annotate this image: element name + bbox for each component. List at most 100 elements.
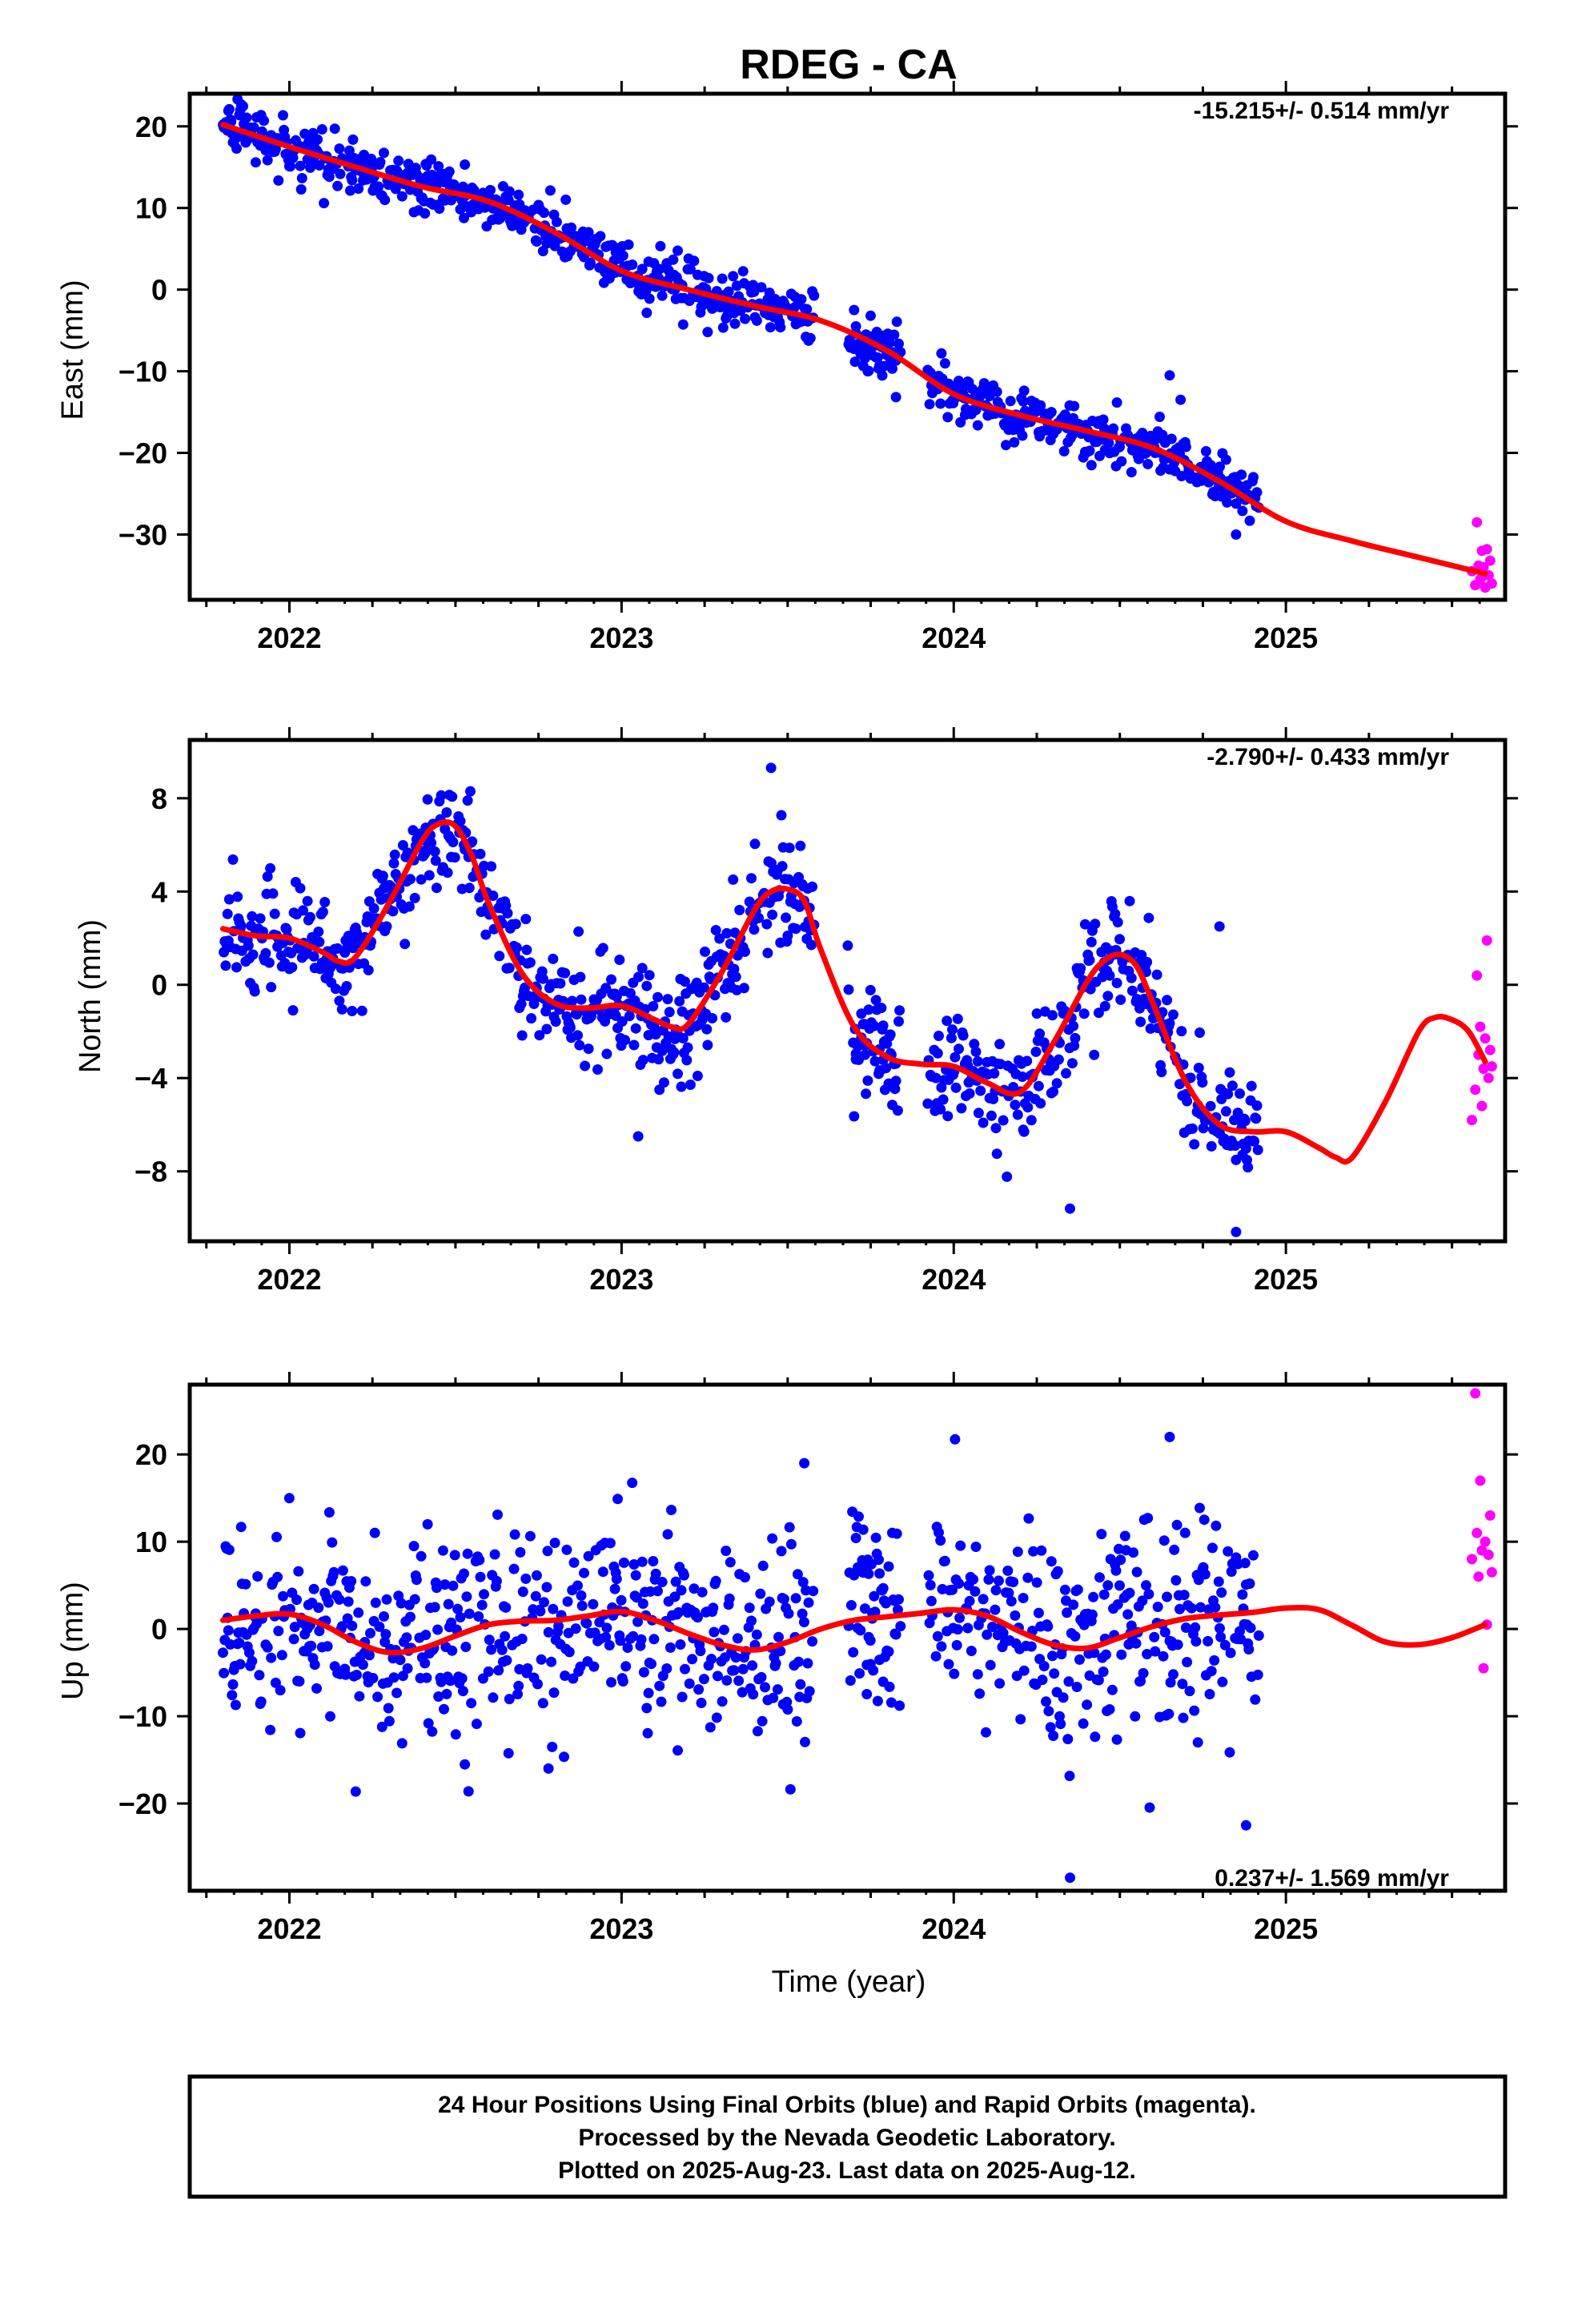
up-final-point [1186,1602,1197,1614]
east-final-point [972,420,983,431]
up-final-point [1215,1622,1225,1634]
north-final-point [795,840,806,851]
east-final-point [531,236,542,247]
north-final-point [842,940,853,951]
east-frame [187,91,1508,602]
east-final-point [1086,460,1097,471]
up-x-tick-label: 2023 [589,1912,653,1945]
up-final-point [369,1527,380,1538]
up-final-point [643,1687,654,1699]
north-final-point [601,1048,612,1059]
up-final-point [568,1557,580,1568]
up-final-point [541,1582,552,1593]
up-axis-label: Up (mm) [56,1582,90,1700]
up-final-point [464,1608,475,1619]
north-final-point [938,1094,949,1105]
up-final-point [883,1561,894,1572]
north-final-point [1206,1140,1217,1152]
up-rate-label: 0.237+/- 1.569 mm/yr [1215,1865,1449,1892]
north-final-point [969,1039,980,1050]
north-final-point [281,924,292,935]
up-final-point [1184,1686,1195,1697]
up-final-point [744,1602,755,1614]
north-final-point [614,955,625,965]
east-final-point [809,290,820,301]
up-final-point [235,1522,247,1533]
up-final-point [437,1545,448,1556]
up-rapid-point [1478,1663,1489,1674]
east-final-point [863,365,874,376]
up-final-point [966,1646,977,1656]
north-final-point [761,919,773,930]
east-rapid-point [1478,561,1489,573]
north-final-point [859,1049,870,1060]
north-final-point [1136,950,1147,961]
up-final-point [446,1617,457,1628]
up-final-point [1172,1639,1183,1651]
up-final-point [872,1695,883,1707]
north-final-point [692,1071,703,1081]
up-final-point [1135,1675,1146,1687]
up-final-point [275,1685,286,1696]
up-final-point [535,1606,546,1617]
up-final-point [1252,1669,1263,1680]
up-final-point [652,1586,663,1597]
north-final-point [287,1005,299,1016]
up-final-point [1141,1580,1151,1591]
up-final-point [1253,1630,1264,1641]
up-final-point [609,1583,620,1594]
up-final-point [452,1603,464,1614]
up-final-point [262,1642,273,1653]
up-final-point [420,1658,431,1669]
east-final-point [460,159,471,170]
up-final-point [515,1546,526,1558]
up-final-point [422,1518,433,1530]
up-frame [187,1382,1508,1893]
east-final-point [1018,396,1029,407]
east-final-point [1126,467,1137,478]
north-final-point [1012,1109,1023,1120]
up-final-point [1203,1635,1214,1647]
north-final-point [1075,963,1086,974]
up-final-point [597,1566,608,1578]
up-final-point [859,1603,870,1614]
north-final-point [1079,919,1090,930]
north-final-point [1176,1026,1187,1037]
east-final-point [273,175,284,186]
north-final-point [1022,1102,1034,1113]
up-final-point [376,1721,387,1732]
up-final-point [604,1538,616,1549]
north-y-tick-label: 8 [151,782,167,815]
east-final-point [426,154,437,165]
up-final-point [1162,1591,1173,1602]
up-final-point [291,1594,302,1606]
up-final-point [1086,1609,1098,1620]
east-final-point [231,143,242,154]
north-final-point [1035,1098,1046,1109]
up-final-point [778,1594,789,1605]
north-final-point [347,1006,358,1016]
up-final-point [266,1652,277,1663]
east-y-tick-label: −20 [118,437,167,470]
up-final-point [1248,1550,1259,1561]
north-final-point [480,929,492,940]
east-final-point [584,257,596,268]
up-final-point [531,1570,542,1581]
north-rapid-point [1467,1115,1477,1126]
up-final-point [347,1620,358,1631]
east-x-tick-label: 2025 [1254,621,1318,654]
up-final-point [675,1639,686,1650]
north-final-point [1102,991,1114,1002]
up-final-point [1130,1638,1142,1649]
east-final-point [560,194,572,205]
up-final-point [852,1622,863,1634]
up-final-point [618,1557,629,1568]
east-x-tick-label: 2023 [589,621,653,654]
up-final-point [1192,1737,1203,1748]
north-final-point [465,786,476,797]
up-final-point [1199,1514,1210,1526]
up-final-point [439,1703,449,1715]
north-rapid-point [1486,1061,1497,1072]
north-final-point [730,971,741,983]
north-final-point [740,946,750,957]
